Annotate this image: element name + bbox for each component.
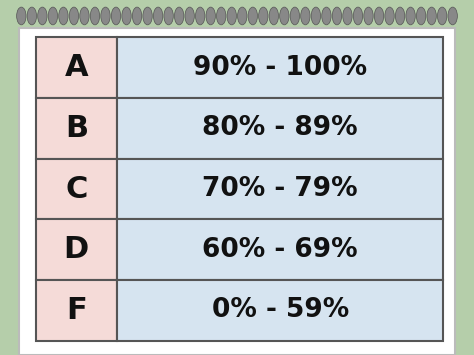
Text: D: D	[64, 235, 89, 264]
Ellipse shape	[311, 7, 320, 25]
Bar	[117, 280, 443, 341]
Ellipse shape	[27, 7, 36, 25]
Text: B: B	[65, 114, 88, 143]
Ellipse shape	[322, 7, 331, 25]
Ellipse shape	[185, 7, 194, 25]
Ellipse shape	[174, 7, 184, 25]
Ellipse shape	[332, 7, 342, 25]
Bar	[36, 280, 117, 341]
Bar	[117, 219, 443, 280]
Ellipse shape	[406, 7, 415, 25]
Bar	[36, 219, 117, 280]
Ellipse shape	[395, 7, 405, 25]
Ellipse shape	[248, 7, 257, 25]
Ellipse shape	[290, 7, 300, 25]
Text: 90% - 100%: 90% - 100%	[193, 55, 367, 81]
Ellipse shape	[237, 7, 247, 25]
Ellipse shape	[259, 7, 268, 25]
Ellipse shape	[37, 7, 47, 25]
Ellipse shape	[353, 7, 363, 25]
Ellipse shape	[80, 7, 89, 25]
Ellipse shape	[301, 7, 310, 25]
Ellipse shape	[227, 7, 237, 25]
Ellipse shape	[90, 7, 100, 25]
Text: 80% - 89%: 80% - 89%	[202, 115, 358, 141]
Bar	[36, 98, 117, 159]
Ellipse shape	[69, 7, 79, 25]
Bar	[117, 98, 443, 159]
Ellipse shape	[343, 7, 352, 25]
Ellipse shape	[385, 7, 394, 25]
Text: A: A	[64, 53, 88, 82]
Ellipse shape	[195, 7, 205, 25]
Ellipse shape	[438, 7, 447, 25]
Ellipse shape	[374, 7, 384, 25]
Ellipse shape	[59, 7, 68, 25]
Ellipse shape	[122, 7, 131, 25]
Ellipse shape	[364, 7, 373, 25]
Bar	[117, 37, 443, 98]
Ellipse shape	[269, 7, 279, 25]
Ellipse shape	[17, 7, 26, 25]
Text: F: F	[66, 296, 87, 325]
Text: 70% - 79%: 70% - 79%	[202, 176, 358, 202]
Ellipse shape	[48, 7, 57, 25]
Text: 0% - 59%: 0% - 59%	[211, 297, 349, 323]
Text: C: C	[65, 175, 88, 203]
Ellipse shape	[217, 7, 226, 25]
Ellipse shape	[206, 7, 215, 25]
Ellipse shape	[154, 7, 163, 25]
Ellipse shape	[448, 7, 457, 25]
Ellipse shape	[132, 7, 142, 25]
Ellipse shape	[143, 7, 152, 25]
Ellipse shape	[101, 7, 110, 25]
Ellipse shape	[280, 7, 289, 25]
Ellipse shape	[427, 7, 437, 25]
Text: 60% - 69%: 60% - 69%	[202, 237, 358, 263]
Ellipse shape	[164, 7, 173, 25]
Bar	[36, 37, 117, 98]
Bar	[117, 159, 443, 219]
Bar	[36, 159, 117, 219]
Ellipse shape	[417, 7, 426, 25]
Ellipse shape	[111, 7, 121, 25]
